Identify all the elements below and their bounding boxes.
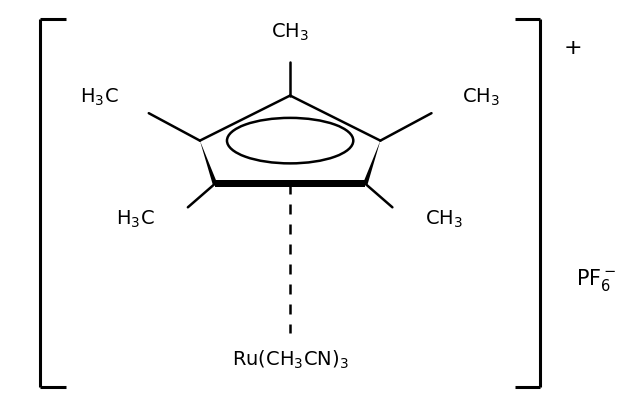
Text: PF$_6^-$: PF$_6^-$: [576, 267, 616, 293]
Polygon shape: [200, 141, 217, 184]
Text: +: +: [564, 38, 583, 58]
Text: H$_3$C: H$_3$C: [116, 209, 155, 230]
Polygon shape: [215, 180, 365, 187]
Text: CH$_3$: CH$_3$: [426, 209, 464, 230]
Text: H$_3$C: H$_3$C: [80, 87, 119, 108]
Text: CH$_3$: CH$_3$: [271, 21, 309, 43]
Polygon shape: [363, 141, 381, 184]
Text: Ru(CH$_3$CN)$_3$: Ru(CH$_3$CN)$_3$: [232, 349, 348, 371]
Text: CH$_3$: CH$_3$: [462, 87, 500, 108]
